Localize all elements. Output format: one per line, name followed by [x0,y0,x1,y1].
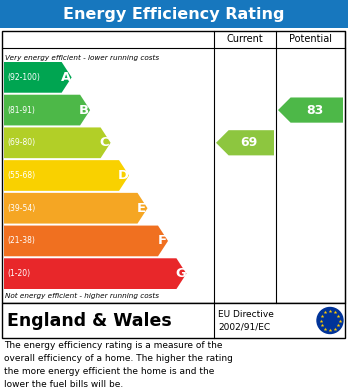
Text: (39-54): (39-54) [7,204,35,213]
Polygon shape [4,95,90,126]
Text: (1-20): (1-20) [7,269,30,278]
Bar [2,303,345,338]
Text: Current: Current [227,34,263,45]
Text: EU Directive
2002/91/EC: EU Directive 2002/91/EC [218,310,274,331]
Text: (21-38): (21-38) [7,237,35,246]
Text: E: E [137,202,146,215]
Text: Potential: Potential [289,34,332,45]
Polygon shape [4,127,111,158]
Text: (92-100): (92-100) [7,73,40,82]
Text: 83: 83 [306,104,323,117]
Text: (81-91): (81-91) [7,106,35,115]
Polygon shape [4,160,129,191]
Text: B: B [79,104,89,117]
Text: (69-80): (69-80) [7,138,35,147]
Text: A: A [61,71,71,84]
Bar [2,31,345,303]
Polygon shape [4,62,72,93]
Text: (55-68): (55-68) [7,171,35,180]
Polygon shape [278,97,343,123]
Text: D: D [118,169,129,182]
Circle shape [317,307,343,334]
Polygon shape [4,258,187,289]
Bar [0,0,348,28]
Text: Energy Efficiency Rating: Energy Efficiency Rating [63,7,285,22]
Polygon shape [216,130,274,155]
Text: Not energy efficient - higher running costs: Not energy efficient - higher running co… [5,293,159,299]
Polygon shape [4,226,168,256]
Text: England & Wales: England & Wales [7,312,172,330]
Polygon shape [4,193,148,224]
Text: G: G [175,267,186,280]
Text: F: F [157,235,167,248]
Text: C: C [100,136,109,149]
Text: 69: 69 [240,136,258,149]
Text: Very energy efficient - lower running costs: Very energy efficient - lower running co… [5,55,159,61]
Text: The energy efficiency rating is a measure of the
overall efficiency of a home. T: The energy efficiency rating is a measur… [4,341,233,389]
